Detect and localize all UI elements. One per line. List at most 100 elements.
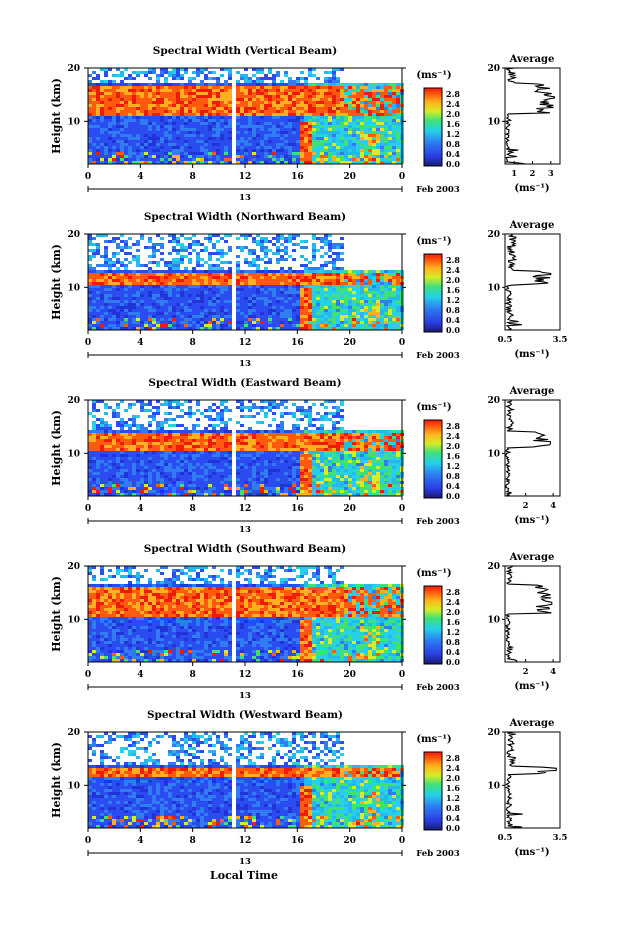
x-tick-label: 12: [239, 338, 252, 348]
x-tick-label: 0: [85, 836, 91, 846]
panel-title: Spectral Width (Westward Beam): [147, 709, 343, 721]
colorbar-tick-label: 0.8: [446, 803, 460, 813]
y-tick-label: 10: [67, 283, 80, 293]
average-unit: (ms⁻¹): [514, 183, 549, 194]
y-tick-label: 20: [67, 562, 80, 572]
colorbar-tick-label: 0.8: [446, 139, 460, 149]
average-unit: (ms⁻¹): [514, 681, 549, 692]
colorbar-tick-label: 2.4: [446, 431, 460, 441]
colorbar-tick-label: 0.4: [446, 149, 460, 159]
average-title: Average: [509, 718, 555, 729]
avg-y-tick-label: 10: [487, 781, 500, 791]
avg-y-tick-label: 20: [487, 396, 500, 406]
colorbar-tick-label: 2.0: [446, 441, 460, 451]
avg-x-tick-label: 0.5: [498, 833, 513, 843]
colorbar-tick-label: 0.0: [446, 159, 460, 169]
heatmap: [88, 732, 404, 828]
height-axis-label: Height (km): [50, 78, 63, 154]
colorbar-tick-label: 0.0: [446, 823, 460, 833]
x-tick-label: 0: [399, 172, 405, 182]
colorbar-tick-label: 2.4: [446, 265, 460, 275]
x-tick-label: 0: [85, 504, 91, 514]
colorbar-tick-label: 0.4: [446, 481, 460, 491]
x-tick-label: 0: [85, 172, 91, 182]
colorbar-tick-label: 1.2: [446, 129, 460, 139]
x-tick-label: 0: [85, 670, 91, 680]
x-tick-label: 8: [190, 670, 196, 680]
colorbar: [423, 751, 443, 831]
panel-4: Spectral Width (Southward Beam) Height (k…: [50, 543, 561, 701]
colorbar-tick-label: 0.0: [446, 325, 460, 335]
colorbar-tick-label: 1.6: [446, 617, 460, 627]
colorbar-tick-label: 1.6: [446, 119, 460, 129]
x-tick-label: 4: [137, 172, 143, 182]
x-tick-label: 16: [291, 172, 304, 182]
colorbar-tick-label: 1.6: [446, 451, 460, 461]
colorbar-tick-label: 0.8: [446, 305, 460, 315]
heatmap: [88, 566, 404, 662]
colorbar-tick-label: 2.0: [446, 607, 460, 617]
height-axis-label: Height (km): [50, 576, 63, 652]
y-tick-label: 20: [67, 230, 80, 240]
x-tick-label: 0: [399, 836, 405, 846]
colorbar-tick-label: 1.2: [446, 793, 460, 803]
colorbar-tick-label: 0.0: [446, 657, 460, 667]
x-tick-label: 0: [399, 338, 405, 348]
x-tick-label: 4: [137, 670, 143, 680]
x-tick-label: 12: [239, 504, 252, 514]
x-tick-label: 8: [190, 338, 196, 348]
date-label: Feb 2003: [416, 517, 460, 527]
avg-x-tick-label: 3.5: [553, 833, 568, 843]
colorbar-unit: (ms⁻¹): [416, 568, 451, 579]
panel-5: Spectral Width (Westward Beam) Height (km…: [50, 709, 567, 867]
y-tick-label: 10: [67, 117, 80, 127]
colorbar-tick-label: 1.2: [446, 627, 460, 637]
colorbar-tick-label: 0.8: [446, 471, 460, 481]
avg-x-tick-label: 3.5: [553, 335, 568, 345]
colorbar-unit: (ms⁻¹): [416, 402, 451, 413]
avg-y-tick-label: 10: [487, 449, 500, 459]
x-tick-label: 4: [137, 836, 143, 846]
x-tick-label: 0: [85, 338, 91, 348]
x-tick-label: 4: [137, 504, 143, 514]
x-tick-label: 12: [239, 172, 252, 182]
colorbar-tick-label: 2.4: [446, 99, 460, 109]
colorbar-tick-label: 0.4: [446, 813, 460, 823]
colorbar-tick-label: 2.0: [446, 773, 460, 783]
avg-x-tick-label: 3: [548, 169, 554, 179]
x-tick-label: 20: [343, 670, 356, 680]
local-time-label: Local Time: [210, 869, 278, 882]
colorbar-tick-label: 1.2: [446, 461, 460, 471]
colorbar-tick-label: 2.8: [446, 89, 460, 99]
avg-x-tick-label: 4: [550, 501, 556, 511]
panel-title: Spectral Width (Vertical Beam): [153, 45, 337, 57]
x-tick-label: 20: [343, 172, 356, 182]
x-tick-label: 16: [291, 504, 304, 514]
x-tick-label: 16: [291, 836, 304, 846]
x-tick-label: 8: [190, 836, 196, 846]
colorbar-unit: (ms⁻¹): [416, 236, 451, 247]
height-axis-label: Height (km): [50, 742, 63, 818]
colorbar-tick-label: 2.0: [446, 275, 460, 285]
x-tick-label: 4: [137, 338, 143, 348]
date-label: Feb 2003: [416, 683, 460, 693]
x-tick-label: 8: [190, 172, 196, 182]
date-label: Feb 2003: [416, 849, 460, 859]
avg-x-tick-label: 2: [523, 667, 529, 677]
height-axis-label: Height (km): [50, 410, 63, 486]
average-unit: (ms⁻¹): [514, 349, 549, 360]
average-profile-line: [504, 67, 556, 165]
colorbar-tick-label: 1.6: [446, 783, 460, 793]
x-tick-label: 20: [343, 836, 356, 846]
colorbar-tick-label: 2.8: [446, 587, 460, 597]
average-frame: [504, 233, 561, 331]
colorbar-unit: (ms⁻¹): [416, 734, 451, 745]
y-tick-label: 20: [67, 396, 80, 406]
colorbar-tick-label: 2.4: [446, 763, 460, 773]
x-tick-label: 20: [343, 338, 356, 348]
y-tick-label: 10: [67, 449, 80, 459]
average-frame: [504, 565, 561, 663]
colorbar-tick-label: 2.0: [446, 109, 460, 119]
average-frame: [504, 399, 561, 497]
